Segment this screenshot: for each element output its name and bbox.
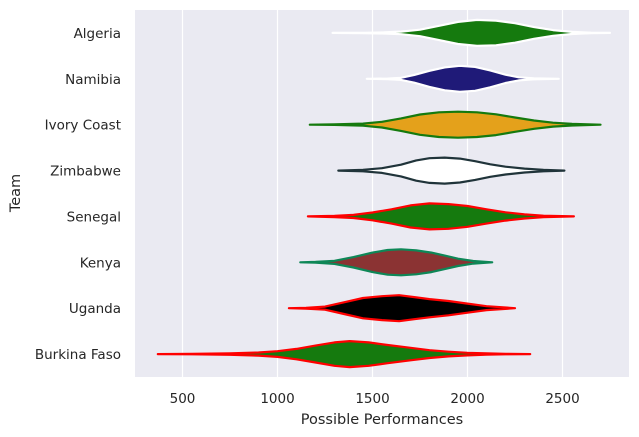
violin-namibia bbox=[365, 64, 560, 93]
violin-kenya bbox=[299, 248, 494, 277]
violin-ivory-coast bbox=[308, 110, 602, 139]
y-tick-label: Algeria bbox=[74, 26, 121, 42]
plot-background bbox=[135, 10, 629, 377]
y-tick-label: Zimbabwe bbox=[50, 164, 121, 180]
x-tick-label: 1500 bbox=[355, 391, 389, 407]
violin-algeria bbox=[331, 18, 612, 47]
violin-burkina-faso bbox=[156, 340, 532, 369]
x-tick-labels: 500 1000 1500 2000 2500 bbox=[170, 391, 580, 407]
x-tick-label: 2000 bbox=[450, 391, 484, 407]
x-tick-label: 2500 bbox=[545, 391, 579, 407]
violin-uganda bbox=[287, 294, 517, 323]
y-tick-labels: Algeria Namibia Ivory Coast Zimbabwe Senegal… bbox=[35, 26, 121, 363]
y-tick-label: Kenya bbox=[80, 255, 121, 271]
y-tick-label: Senegal bbox=[67, 209, 121, 225]
y-tick-label: Namibia bbox=[65, 72, 121, 88]
y-axis-title: Team bbox=[8, 174, 24, 213]
violins bbox=[156, 18, 612, 369]
x-tick-label: 1000 bbox=[260, 391, 294, 407]
y-tick-label: Ivory Coast bbox=[45, 118, 121, 134]
y-tick-label: Uganda bbox=[69, 301, 121, 317]
y-tick-label: Burkina Faso bbox=[35, 347, 121, 363]
x-tick-label: 500 bbox=[170, 391, 196, 407]
x-axis-title: Possible Performances bbox=[301, 412, 463, 428]
violin-zimbabwe bbox=[337, 156, 566, 185]
violin-senegal bbox=[306, 202, 575, 231]
